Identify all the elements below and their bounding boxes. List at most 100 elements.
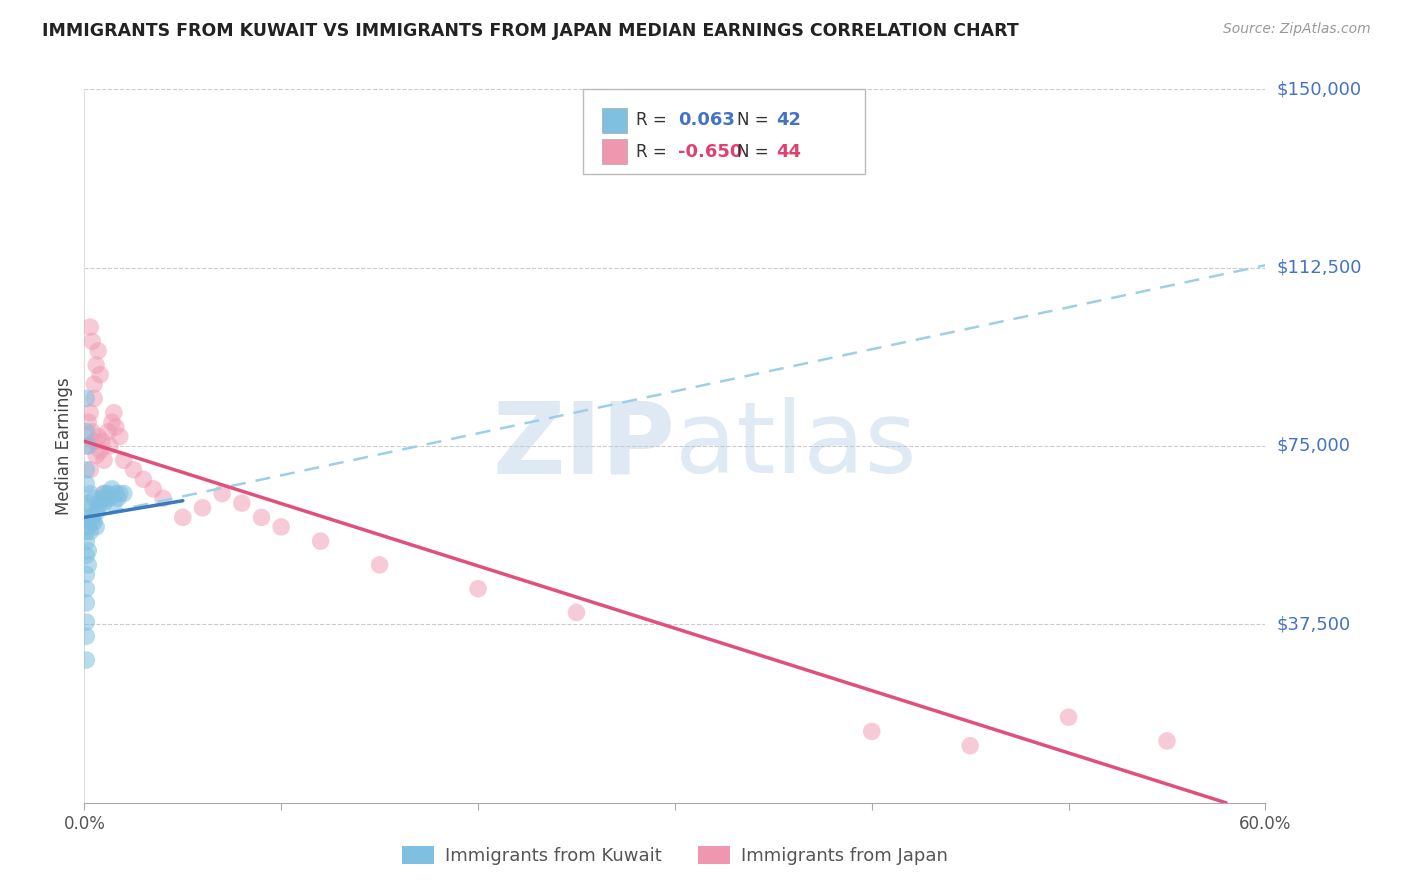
Text: IMMIGRANTS FROM KUWAIT VS IMMIGRANTS FROM JAPAN MEDIAN EARNINGS CORRELATION CHAR: IMMIGRANTS FROM KUWAIT VS IMMIGRANTS FRO…: [42, 22, 1019, 40]
Text: N =: N =: [737, 112, 768, 129]
Point: [98, 491, 121, 506]
Point: [93, 486, 115, 500]
Point: [75, 653, 97, 667]
Text: $112,500: $112,500: [1277, 259, 1362, 277]
Text: $150,000: $150,000: [1277, 80, 1361, 98]
Point: [91, 434, 114, 449]
Text: $37,500: $37,500: [1277, 615, 1351, 633]
Point: [87, 429, 110, 443]
Point: [79, 463, 101, 477]
Point: [89, 496, 111, 510]
Point: [270, 520, 292, 534]
Text: R =: R =: [636, 112, 666, 129]
Point: [103, 406, 125, 420]
Point: [101, 482, 124, 496]
Point: [94, 491, 117, 506]
Point: [83, 377, 105, 392]
Point: [112, 486, 135, 500]
Text: ZIP: ZIP: [492, 398, 675, 494]
Point: [79, 486, 101, 500]
Point: [132, 472, 155, 486]
Point: [565, 606, 588, 620]
Point: [91, 491, 114, 506]
Point: [93, 486, 115, 500]
Point: [89, 368, 111, 382]
Text: R =: R =: [636, 143, 666, 161]
Point: [79, 320, 101, 334]
Point: [77, 558, 100, 572]
Point: [75, 477, 97, 491]
Point: [309, 534, 332, 549]
Point: [89, 443, 111, 458]
Point: [93, 453, 115, 467]
Point: [87, 500, 110, 515]
Point: [75, 567, 97, 582]
Y-axis label: Median Earnings: Median Earnings: [55, 377, 73, 515]
Point: [103, 496, 125, 510]
Legend: Immigrants from Kuwait, Immigrants from Japan: Immigrants from Kuwait, Immigrants from …: [395, 838, 955, 872]
Text: $75,000: $75,000: [1277, 437, 1351, 455]
Point: [82, 510, 104, 524]
Point: [97, 425, 120, 439]
Point: [93, 496, 115, 510]
Text: N =: N =: [737, 143, 768, 161]
Point: [467, 582, 489, 596]
Point: [104, 420, 127, 434]
Point: [75, 582, 97, 596]
Point: [83, 434, 105, 449]
Point: [84, 520, 107, 534]
Point: [75, 534, 97, 549]
Point: [1156, 734, 1178, 748]
Point: [82, 515, 104, 529]
Text: 44: 44: [776, 143, 801, 161]
Point: [77, 439, 100, 453]
Point: [75, 629, 97, 643]
Point: [108, 486, 131, 500]
Point: [84, 449, 107, 463]
Point: [84, 506, 107, 520]
Point: [172, 510, 194, 524]
Point: [97, 486, 120, 500]
Point: [860, 724, 883, 739]
Point: [77, 520, 100, 534]
Text: atlas: atlas: [675, 398, 917, 494]
Point: [75, 596, 97, 610]
Point: [75, 510, 97, 524]
Point: [82, 334, 104, 349]
Point: [77, 543, 100, 558]
Point: [83, 392, 105, 406]
Point: [75, 463, 97, 477]
Point: [77, 415, 100, 429]
Point: [231, 496, 253, 510]
Point: [112, 453, 135, 467]
Point: [75, 549, 97, 563]
Point: [79, 406, 101, 420]
Point: [75, 425, 97, 439]
Point: [79, 524, 101, 539]
Point: [75, 392, 97, 406]
Point: [368, 558, 391, 572]
Point: [87, 343, 110, 358]
Point: [75, 524, 97, 539]
Point: [108, 429, 131, 443]
Point: [250, 510, 273, 524]
Text: -0.650: -0.650: [678, 143, 742, 161]
Point: [83, 491, 105, 506]
Point: [83, 515, 105, 529]
Point: [75, 615, 97, 629]
Point: [82, 425, 104, 439]
Point: [152, 491, 174, 506]
Point: [77, 496, 100, 510]
Point: [122, 463, 145, 477]
Text: 42: 42: [776, 112, 801, 129]
Point: [107, 491, 129, 506]
Point: [79, 500, 101, 515]
Point: [104, 486, 127, 500]
Text: Source: ZipAtlas.com: Source: ZipAtlas.com: [1223, 22, 1371, 37]
Point: [959, 739, 981, 753]
Point: [98, 439, 121, 453]
Point: [101, 415, 124, 429]
Point: [1057, 710, 1080, 724]
Point: [191, 500, 214, 515]
Point: [84, 358, 107, 372]
